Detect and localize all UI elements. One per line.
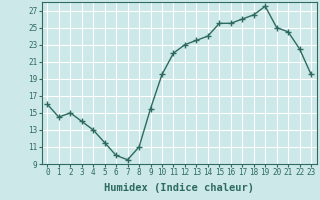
X-axis label: Humidex (Indice chaleur): Humidex (Indice chaleur) (104, 183, 254, 193)
